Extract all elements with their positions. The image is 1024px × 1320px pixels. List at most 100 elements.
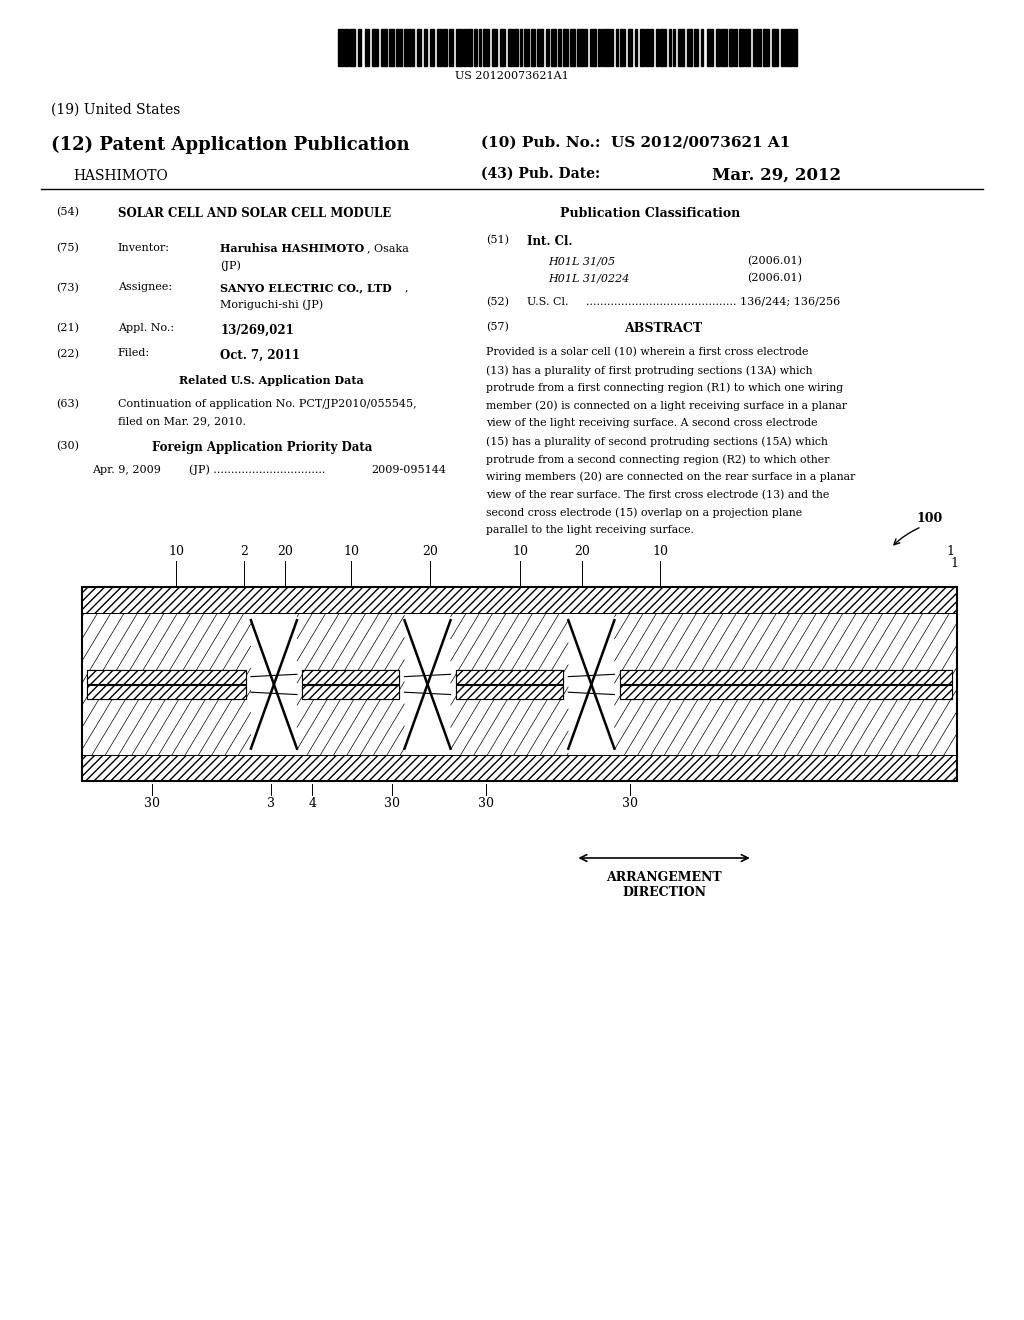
Text: (2006.01): (2006.01) [748, 273, 803, 284]
Bar [372, 29, 378, 66]
Bar [302, 685, 399, 700]
Bar [563, 29, 568, 66]
Bar [786, 29, 792, 66]
Text: H01L 31/0224: H01L 31/0224 [548, 273, 629, 284]
Bar [483, 29, 489, 66]
Bar [467, 29, 472, 66]
Text: Mar. 29, 2012: Mar. 29, 2012 [712, 166, 841, 183]
Text: , Osaka: , Osaka [367, 243, 409, 253]
Text: (2006.01): (2006.01) [748, 256, 803, 267]
Bar [508, 29, 513, 66]
Bar [716, 29, 720, 66]
Bar [302, 685, 399, 700]
Bar [650, 29, 653, 66]
Bar [531, 29, 535, 66]
Bar [449, 29, 453, 66]
Text: 2: 2 [240, 545, 248, 558]
Text: (12) Patent Application Publication: (12) Patent Application Publication [51, 136, 410, 154]
Text: ,: , [404, 282, 408, 293]
Text: (10) Pub. No.:  US 2012/0073621 A1: (10) Pub. No.: US 2012/0073621 A1 [481, 136, 791, 150]
Bar [753, 29, 755, 66]
Text: 2009-095144: 2009-095144 [372, 465, 446, 475]
Bar [551, 29, 556, 66]
Bar [558, 29, 561, 66]
Bar [82, 755, 957, 781]
Text: ABSTRACT: ABSTRACT [625, 322, 702, 335]
Bar [620, 669, 952, 684]
Bar [756, 29, 761, 66]
Bar [479, 29, 481, 66]
Text: protrude from a first connecting region (R1) to which one wiring: protrude from a first connecting region … [486, 383, 844, 393]
Text: Moriguchi-shi (JP): Moriguchi-shi (JP) [220, 300, 324, 310]
Bar [344, 29, 348, 66]
Bar [365, 29, 369, 66]
Text: 100: 100 [916, 512, 943, 525]
Text: U.S. Cl.: U.S. Cl. [527, 297, 569, 308]
Bar [620, 685, 952, 700]
Bar [302, 669, 399, 684]
Text: wiring members (20) are connected on the rear surface in a planar: wiring members (20) are connected on the… [486, 471, 856, 483]
Text: member (20) is connected on a light receiving surface in a planar: member (20) is connected on a light rece… [486, 400, 848, 412]
Bar [389, 29, 394, 66]
Bar [396, 29, 399, 66]
Bar [297, 614, 404, 755]
Text: Filed:: Filed: [118, 348, 150, 359]
Bar [640, 29, 644, 66]
Bar [82, 614, 251, 755]
Text: view of the rear surface. The first cross electrode (13) and the: view of the rear surface. The first cros… [486, 490, 829, 500]
Text: filed on Mar. 29, 2010.: filed on Mar. 29, 2010. [118, 416, 246, 426]
Text: (JP): (JP) [220, 260, 241, 271]
Text: SOLAR CELL AND SOLAR CELL MODULE: SOLAR CELL AND SOLAR CELL MODULE [118, 207, 391, 220]
Bar [87, 669, 246, 684]
Text: (30): (30) [56, 441, 79, 451]
Text: 20: 20 [276, 545, 293, 558]
Bar [424, 29, 427, 66]
Bar [669, 29, 671, 66]
Bar [635, 29, 637, 66]
Bar [660, 29, 666, 66]
Bar [474, 29, 477, 66]
Text: (21): (21) [56, 323, 79, 334]
Bar [456, 669, 563, 684]
Bar [772, 29, 778, 66]
Text: (63): (63) [56, 399, 79, 409]
Bar [404, 614, 451, 755]
Text: (JP) ................................: (JP) ................................ [189, 465, 326, 475]
Text: Haruhisa HASHIMOTO: Haruhisa HASHIMOTO [220, 243, 365, 253]
Text: (22): (22) [56, 348, 79, 359]
Text: (75): (75) [56, 243, 79, 253]
Bar [577, 29, 583, 66]
Text: ARRANGEMENT
DIRECTION: ARRANGEMENT DIRECTION [606, 871, 722, 899]
Text: Appl. No.:: Appl. No.: [118, 323, 174, 334]
Text: 10: 10 [512, 545, 528, 558]
Bar [437, 29, 442, 66]
Bar [656, 29, 659, 66]
Bar [400, 29, 402, 66]
Bar [537, 29, 543, 66]
Bar [611, 29, 613, 66]
Text: 20: 20 [573, 545, 590, 558]
Text: ........................................... 136/244; 136/256: ........................................… [586, 297, 840, 308]
Bar [338, 29, 343, 66]
Bar [598, 29, 600, 66]
Text: (13) has a plurality of first protruding sections (13A) which: (13) has a plurality of first protruding… [486, 364, 813, 376]
Bar [729, 29, 733, 66]
Bar [601, 29, 603, 66]
Text: 30: 30 [622, 797, 638, 810]
Bar [456, 669, 563, 684]
Text: 10: 10 [168, 545, 184, 558]
Bar [721, 29, 727, 66]
Bar [417, 29, 421, 66]
Bar [87, 685, 246, 700]
Bar [524, 29, 529, 66]
Bar [87, 669, 246, 684]
Text: 4: 4 [308, 797, 316, 810]
Bar [604, 29, 610, 66]
Text: 10: 10 [343, 545, 359, 558]
Text: protrude from a second connecting region (R2) to which other: protrude from a second connecting region… [486, 454, 829, 465]
Bar [687, 29, 692, 66]
Bar [734, 29, 737, 66]
Text: parallel to the light receiving surface.: parallel to the light receiving surface. [486, 525, 694, 536]
Text: H01L 31/05: H01L 31/05 [548, 256, 615, 267]
Text: second cross electrode (15) overlap on a projection plane: second cross electrode (15) overlap on a… [486, 507, 803, 519]
